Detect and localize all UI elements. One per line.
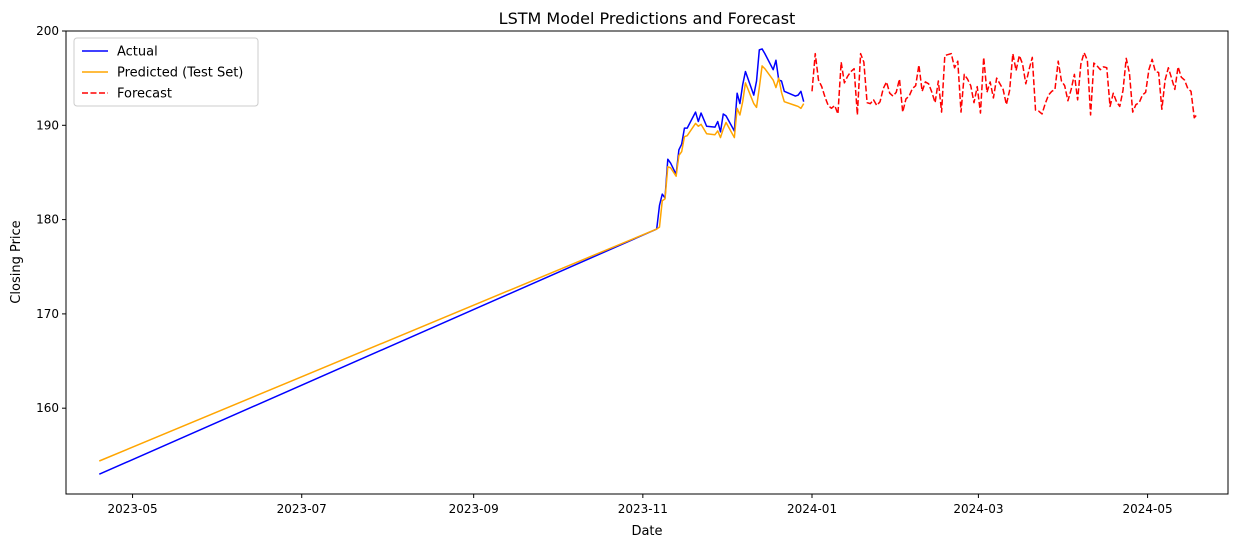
x-tick-label: 2023-11 xyxy=(618,502,668,516)
x-axis: 2023-05 2023-07 2023-09 2023-11 2024-01 2024-… xyxy=(107,494,1173,516)
plot-frame xyxy=(65,30,1229,495)
series-line-actual xyxy=(98,48,805,475)
x-tick-label: 2023-07 xyxy=(277,502,327,516)
chart-title: LSTM Model Predictions and Forecast xyxy=(499,9,796,28)
legend-entry: Actual xyxy=(117,45,158,60)
series-layer xyxy=(98,48,1199,475)
legend: Actual Predicted (Test Set) Forecast xyxy=(73,37,259,107)
x-tick-label: 2024-03 xyxy=(953,502,1003,516)
y-tick-label: 200 xyxy=(36,24,59,38)
y-tick-label: 160 xyxy=(36,401,59,415)
x-tick-label: 2024-01 xyxy=(787,502,837,516)
x-tick-label: 2023-05 xyxy=(107,502,157,516)
series-line-forecast xyxy=(811,51,1199,119)
y-tick-label: 180 xyxy=(36,213,59,227)
y-axis: 160 170 180 190 200 xyxy=(36,24,66,415)
y-tick-label: 190 xyxy=(36,118,59,132)
legend-entry: Predicted (Test Set) xyxy=(117,66,243,81)
y-axis-label: Closing Price xyxy=(9,220,24,303)
x-axis-label: Date xyxy=(631,524,662,539)
x-tick-label: 2024-05 xyxy=(1123,502,1173,516)
x-tick-label: 2023-09 xyxy=(449,502,499,516)
legend-box xyxy=(73,37,259,107)
series-line-predicted-test-set xyxy=(98,65,805,462)
y-tick-label: 170 xyxy=(36,307,59,321)
legend-entry: Forecast xyxy=(117,87,172,102)
plot-area xyxy=(65,30,1229,495)
